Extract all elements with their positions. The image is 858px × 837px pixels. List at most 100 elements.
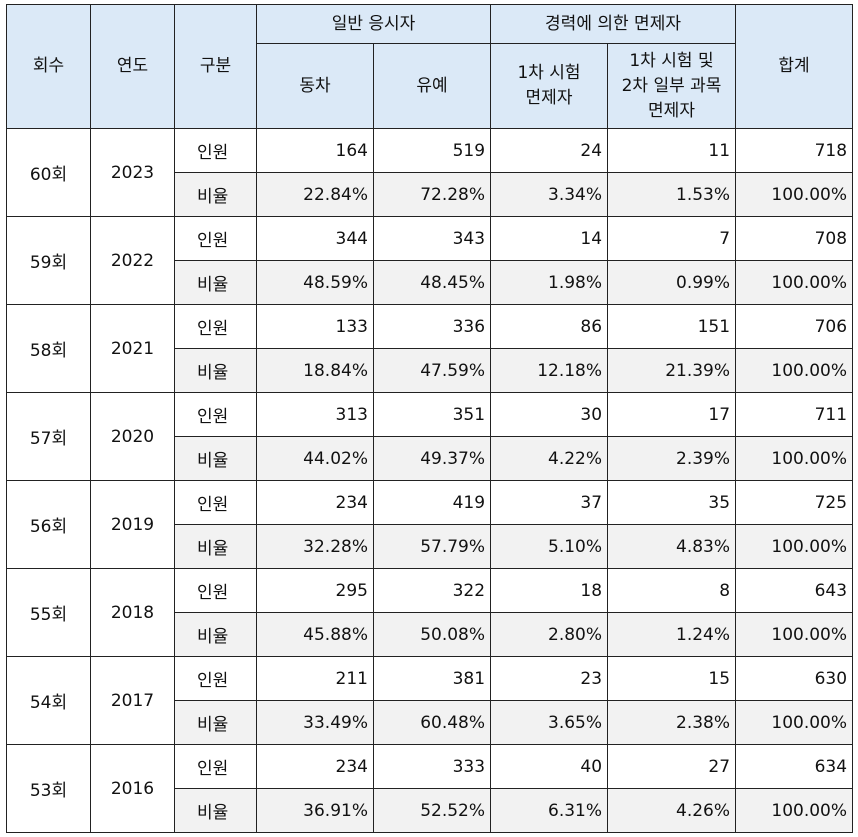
year-cell: 2016 <box>90 744 175 833</box>
table-header: 회수 연도 구분 일반 응시자 경력에 의한 면제자 합계 동차 유예 1차 시… <box>6 4 854 129</box>
table-row-count: 56회 2019 인원 234 419 37 35 725 <box>6 480 854 569</box>
header-category: 구분 <box>174 4 257 129</box>
ratio-value-cell: 2.39% <box>607 436 737 481</box>
ratio-value-cell: 3.65% <box>490 700 609 745</box>
table-body: 60회 2023 인원 164 519 24 11 718 비율 22.84% 72.28% 3.34… <box>6 128 854 833</box>
count-value-cell: 234 <box>256 744 374 789</box>
year-cell: 2020 <box>90 392 175 481</box>
count-value-cell: 725 <box>735 480 854 525</box>
category-cell: 비율 <box>174 436 257 481</box>
count-value-cell: 211 <box>256 656 374 701</box>
ratio-value-cell: 5.10% <box>490 524 609 569</box>
ratio-value-cell: 100.00% <box>735 612 854 657</box>
count-value-cell: 164 <box>256 128 374 173</box>
ratio-value-cell: 1.98% <box>490 260 609 305</box>
category-cell: 인원 <box>174 392 257 437</box>
count-value-cell: 343 <box>372 216 492 261</box>
count-value-cell: 17 <box>607 392 737 437</box>
ratio-value-cell: 100.00% <box>735 524 854 569</box>
round-cell: 58회 <box>6 304 91 393</box>
table-row-count: 54회 2017 인원 211 381 23 15 630 <box>6 656 854 745</box>
ratio-value-cell: 45.88% <box>256 612 374 657</box>
count-value-cell: 86 <box>490 304 609 349</box>
header-career-partial-line1: 1차 시험 및 <box>629 50 714 71</box>
header-year: 연도 <box>90 4 175 129</box>
ratio-value-cell: 100.00% <box>735 788 854 833</box>
ratio-value-cell: 100.00% <box>735 260 854 305</box>
ratio-value-cell: 4.26% <box>607 788 737 833</box>
round-cell: 55회 <box>6 568 91 657</box>
header-career-first-exempt: 1차 시험 면제자 <box>490 43 609 129</box>
category-cell: 인원 <box>174 304 257 349</box>
header-career-partial-line3: 면제자 <box>648 100 695 121</box>
year-cell: 2022 <box>90 216 175 305</box>
count-value-cell: 37 <box>490 480 609 525</box>
ratio-value-cell: 100.00% <box>735 172 854 217</box>
header-total: 합계 <box>735 4 854 129</box>
category-cell: 비율 <box>174 788 257 833</box>
count-value-cell: 14 <box>490 216 609 261</box>
category-cell: 비율 <box>174 172 257 217</box>
count-value-cell: 30 <box>490 392 609 437</box>
count-value-cell: 718 <box>735 128 854 173</box>
ratio-value-cell: 48.45% <box>372 260 492 305</box>
ratio-value-cell: 22.84% <box>256 172 374 217</box>
table-row-ratio: 비율 48.59% 48.45% 1.98% 0.99% 100.00% <box>7 260 854 305</box>
count-value-cell: 322 <box>372 568 492 613</box>
ratio-value-cell: 2.38% <box>607 700 737 745</box>
count-value-cell: 643 <box>735 568 854 613</box>
count-value-cell: 35 <box>607 480 737 525</box>
count-value-cell: 711 <box>735 392 854 437</box>
round-cell: 59회 <box>6 216 91 305</box>
count-value-cell: 40 <box>490 744 609 789</box>
header-career-first-line2: 면제자 <box>525 88 573 108</box>
table-row-count: 53회 2016 인원 234 333 40 27 634 <box>6 744 854 833</box>
exam-applicant-table: 회수 연도 구분 일반 응시자 경력에 의한 면제자 합계 동차 유예 1차 시… <box>6 4 854 833</box>
ratio-value-cell: 100.00% <box>735 436 854 481</box>
round-cell: 53회 <box>6 744 91 833</box>
round-cell: 56회 <box>6 480 91 569</box>
category-cell: 비율 <box>174 260 257 305</box>
category-cell: 인원 <box>174 216 257 261</box>
category-cell: 비율 <box>174 700 257 745</box>
table-row-ratio: 비율 45.88% 50.08% 2.80% 1.24% 100.00% <box>7 612 854 657</box>
ratio-value-cell: 12.18% <box>490 348 609 393</box>
count-value-cell: 151 <box>607 304 737 349</box>
table-row-ratio: 비율 36.91% 52.52% 6.31% 4.26% 100.00% <box>7 788 854 833</box>
count-value-cell: 24 <box>490 128 609 173</box>
count-value-cell: 7 <box>607 216 737 261</box>
header-general-concurrent: 동차 <box>256 43 374 129</box>
count-value-cell: 295 <box>256 568 374 613</box>
count-value-cell: 313 <box>256 392 374 437</box>
table-row-ratio: 비율 32.28% 57.79% 5.10% 4.83% 100.00% <box>7 524 854 569</box>
count-value-cell: 11 <box>607 128 737 173</box>
count-value-cell: 333 <box>372 744 492 789</box>
count-value-cell: 708 <box>735 216 854 261</box>
round-cell: 57회 <box>6 392 91 481</box>
category-cell: 인원 <box>174 128 257 173</box>
count-value-cell: 344 <box>256 216 374 261</box>
table-row-ratio: 비율 33.49% 60.48% 3.65% 2.38% 100.00% <box>7 700 854 745</box>
count-value-cell: 133 <box>256 304 374 349</box>
table-row-ratio: 비율 22.84% 72.28% 3.34% 1.53% 100.00% <box>7 172 854 217</box>
table-row-count: 58회 2021 인원 133 336 86 151 706 <box>6 304 854 393</box>
table-row-count: 57회 2020 인원 313 351 30 17 711 <box>6 392 854 481</box>
year-cell: 2021 <box>90 304 175 393</box>
ratio-value-cell: 47.59% <box>372 348 492 393</box>
count-value-cell: 8 <box>607 568 737 613</box>
count-value-cell: 419 <box>372 480 492 525</box>
ratio-value-cell: 33.49% <box>256 700 374 745</box>
ratio-value-cell: 0.99% <box>607 260 737 305</box>
count-value-cell: 519 <box>372 128 492 173</box>
ratio-value-cell: 18.84% <box>256 348 374 393</box>
ratio-value-cell: 2.80% <box>490 612 609 657</box>
category-cell: 비율 <box>174 524 257 569</box>
ratio-value-cell: 3.34% <box>490 172 609 217</box>
year-cell: 2019 <box>90 480 175 569</box>
ratio-value-cell: 50.08% <box>372 612 492 657</box>
header-career-partial-exempt: 1차 시험 및 2차 일부 과목 면제자 <box>607 43 737 129</box>
category-cell: 비율 <box>174 348 257 393</box>
count-value-cell: 706 <box>735 304 854 349</box>
count-value-cell: 381 <box>372 656 492 701</box>
year-cell: 2017 <box>90 656 175 745</box>
